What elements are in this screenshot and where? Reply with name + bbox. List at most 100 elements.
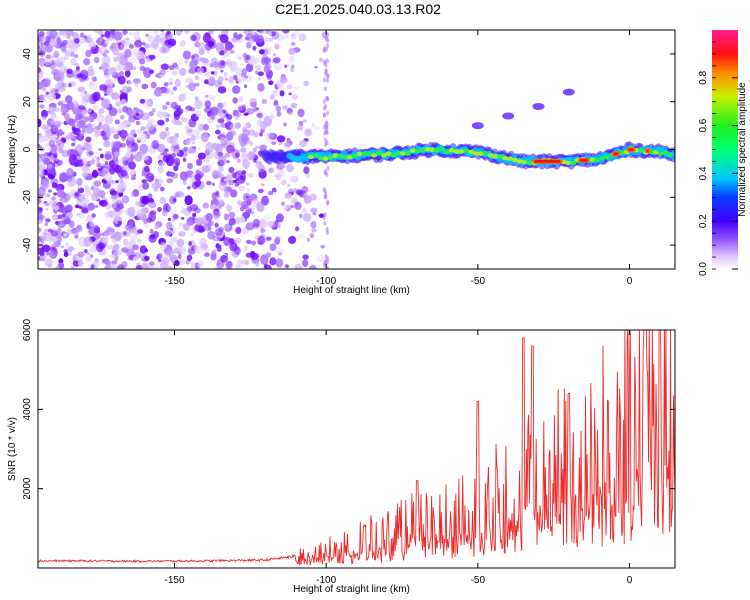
noise-speck <box>120 169 128 177</box>
trace-peak <box>570 160 577 166</box>
noise-speck <box>219 34 229 44</box>
noise-speck <box>78 205 83 210</box>
noise-speck <box>92 104 99 110</box>
noise-speck <box>252 45 257 51</box>
noise-speck <box>114 159 119 165</box>
noise-speck <box>290 67 295 73</box>
noise-speck <box>64 82 71 88</box>
noise-speck <box>98 30 104 36</box>
noise-speck <box>45 218 51 223</box>
x-tick-label: -50 <box>471 575 486 586</box>
trace-peak <box>342 155 348 160</box>
noise-speck <box>38 169 45 176</box>
noise-speck <box>324 254 328 260</box>
x-tick-label: -150 <box>164 575 184 586</box>
noise-speck <box>50 125 59 135</box>
noise-speck <box>115 101 121 107</box>
trace-peak <box>657 151 664 157</box>
noise-speck <box>163 82 169 87</box>
trace-peak <box>463 148 470 153</box>
noise-speck <box>310 193 317 201</box>
noise-speck <box>170 90 174 96</box>
noise-speck <box>194 223 203 232</box>
noise-speck <box>110 254 115 258</box>
noise-speck <box>245 54 251 61</box>
y-tick-label: -40 <box>22 237 33 252</box>
trace-peak <box>308 154 314 160</box>
noise-speck <box>243 30 249 35</box>
noise-speck <box>90 264 95 269</box>
noise-speck <box>98 46 108 55</box>
noise-speck <box>282 30 290 34</box>
noise-speck <box>197 260 205 268</box>
noise-speck <box>248 38 254 45</box>
noise-speck <box>323 220 327 226</box>
noise-speck <box>126 37 130 41</box>
x-tick-label: -100 <box>316 276 336 287</box>
noise-speck <box>211 182 216 186</box>
noise-speck <box>197 41 206 51</box>
noise-speck <box>158 46 163 52</box>
noise-speck <box>243 112 249 116</box>
noise-speck <box>312 211 317 216</box>
noise-speck <box>79 69 89 80</box>
noise-speck <box>143 67 152 79</box>
noise-speck <box>226 144 235 154</box>
noise-speck <box>306 237 311 242</box>
noise-speck <box>118 121 126 132</box>
noise-speck <box>271 141 277 145</box>
noise-speck <box>204 94 209 98</box>
noise-speck <box>114 255 119 262</box>
noise-speck <box>215 124 221 129</box>
noise-speck <box>279 90 285 97</box>
trace-peak <box>526 161 533 166</box>
noise-speck <box>197 152 206 160</box>
trace-peak <box>502 155 509 161</box>
noise-speck <box>131 176 136 180</box>
noise-speck <box>215 42 225 52</box>
noise-speck <box>210 114 216 120</box>
noise-speck <box>252 218 260 228</box>
noise-speck <box>120 98 127 106</box>
noise-speck <box>86 252 91 255</box>
noise-speck <box>266 132 275 139</box>
trace-peak <box>371 153 378 158</box>
noise-speck <box>246 108 255 115</box>
trace-peak <box>332 153 339 158</box>
trace-peak <box>356 151 363 156</box>
noise-speck <box>257 77 261 80</box>
noise-speck <box>56 227 62 234</box>
noise-speck <box>45 207 49 211</box>
noise-speck <box>164 39 171 47</box>
trace-peak <box>327 155 334 160</box>
noise-speck <box>204 100 211 108</box>
noise-speck <box>268 37 274 42</box>
noise-speck <box>324 86 327 92</box>
noise-speck <box>88 151 94 156</box>
noise-speck <box>54 157 60 162</box>
noise-speck <box>323 194 327 200</box>
noise-speck <box>175 149 180 154</box>
y-tick-label: 6000 <box>22 318 33 341</box>
snr-series-line <box>38 330 675 566</box>
noise-speck <box>196 158 203 166</box>
noise-speck <box>77 260 84 267</box>
noise-speck <box>189 204 199 212</box>
noise-speck <box>61 198 66 204</box>
y-tick-label: 0 <box>22 146 33 152</box>
noise-speck <box>269 114 275 120</box>
noise-speck <box>169 195 177 205</box>
x-tick-label: 0 <box>627 575 633 586</box>
noise-speck <box>231 36 239 43</box>
noise-speck <box>158 259 162 263</box>
noise-speck <box>83 116 90 122</box>
noise-speck <box>284 142 291 148</box>
noise-speck <box>217 151 224 157</box>
noise-speck <box>277 223 281 228</box>
noise-speck <box>208 30 215 35</box>
noise-speck <box>57 214 63 220</box>
noise-speck <box>202 58 209 64</box>
trace-peak <box>667 152 674 157</box>
noise-speck <box>159 242 167 251</box>
noise-speck <box>238 96 244 103</box>
